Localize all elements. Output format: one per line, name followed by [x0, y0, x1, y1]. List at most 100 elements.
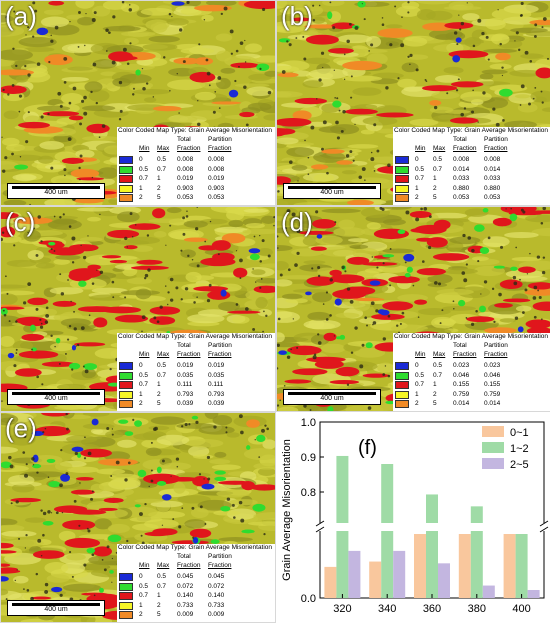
legend-cell-max: 5 [157, 400, 161, 407]
panel-label: (b) [281, 1, 313, 31]
bar-0~1-360 [414, 534, 426, 598]
scale-bar-label: 400 um [320, 395, 344, 402]
legend-cell-min: 0.5 [139, 582, 149, 590]
legend-cell-min: 2 [415, 194, 419, 201]
legend-swatch [395, 400, 409, 408]
legend-row: 0 0.5 0.045 0.045 [117, 573, 275, 582]
legend-cell-max: 0.7 [433, 371, 443, 379]
legend-swatch [395, 390, 409, 399]
scale-bar: 400 um [283, 183, 381, 199]
bar-2~5-400 [527, 590, 540, 598]
legend-header: Max [157, 562, 170, 569]
legend-header: Partition [484, 342, 508, 349]
legend-cell-max: 2 [157, 184, 161, 192]
legend-row: 0.7 1 0.033 0.033 [393, 175, 550, 184]
legend-cell-min: 1 [415, 390, 419, 398]
panel-label: (d) [281, 207, 313, 237]
legend-header: Fraction [177, 562, 201, 569]
legend-cell-partition: 0.759 [484, 390, 501, 398]
y-tick-label: 0.9 [301, 452, 316, 464]
legend-title: Color Coded Map Type: Grain Average Miso… [118, 544, 273, 551]
legend-cell-max: 0.5 [157, 362, 167, 369]
legend-cell-total: 0.045 [177, 573, 194, 580]
legend-cell-max: 1 [433, 175, 437, 182]
legend-swatch [395, 184, 409, 193]
color-legend-table: Color Coded Map Type: Grain Average Miso… [117, 127, 275, 205]
x-tick-label: 360 [423, 603, 441, 615]
legend-header: Fraction [177, 145, 201, 152]
legend-label: 2~5 [510, 459, 529, 471]
legend-cell-max: 0.5 [433, 362, 443, 369]
legend-label: 1~2 [510, 443, 529, 455]
legend-swatch [482, 442, 504, 453]
legend-row: 1 2 0.793 0.793 [117, 390, 275, 400]
legend-header: Total [453, 342, 467, 349]
legend-swatch [395, 381, 409, 389]
legend-cell-min: 0 [139, 156, 143, 163]
legend-cell-partition: 0.019 [208, 362, 225, 369]
legend-cell-total: 0.155 [453, 381, 470, 388]
legend-row: 0.7 1 0.155 0.155 [393, 381, 550, 390]
legend-header: Total [177, 342, 191, 349]
legend-header: Fraction [484, 351, 508, 358]
legend-cell-partition: 0.053 [208, 194, 225, 201]
legend-cell-partition: 0.053 [484, 194, 501, 201]
legend-cell-max: 5 [433, 400, 437, 407]
legend-cell-partition: 0.140 [208, 592, 225, 599]
legend-title: Color Coded Map Type: Grain Average Miso… [118, 127, 273, 134]
legend-title: Color Coded Map Type: Grain Average Miso… [394, 127, 549, 134]
x-tick-label: 380 [468, 603, 486, 615]
color-legend-table: Color Coded Map Type: Grain Average Miso… [393, 127, 550, 205]
legend-header: Total [453, 136, 467, 143]
legend-row: 0.5 0.7 0.008 0.008 [117, 165, 275, 175]
legend-cell-max: 2 [433, 184, 437, 192]
legend-cell-partition: 0.014 [484, 400, 501, 407]
legend-cell-partition: 0.072 [208, 582, 225, 590]
legend-swatch [395, 362, 409, 370]
legend-row: 1 2 0.903 0.903 [117, 184, 275, 194]
legend-swatch [395, 371, 409, 380]
legend-header: Fraction [453, 145, 477, 152]
map-panel-e: (e) 400 um Color Coded Map Type: Grain Ave… [0, 412, 276, 623]
legend-header: Max [433, 145, 446, 152]
legend-cell-total: 0.880 [453, 184, 470, 192]
x-tick-label: 340 [378, 603, 396, 615]
legend-header: Fraction [177, 351, 201, 358]
legend-cell-min: 0 [139, 573, 143, 580]
legend-swatch [119, 194, 133, 202]
legend-cell-partition: 0.009 [208, 611, 225, 618]
legend-cell-total: 0.111 [177, 381, 193, 388]
y-tick-label: 0.0 [301, 593, 316, 605]
scale-bar: 400 um [7, 389, 105, 405]
legend-cell-total: 0.072 [177, 582, 194, 590]
legend-cell-max: 1 [157, 175, 161, 182]
legend-swatch [119, 592, 133, 600]
legend-row: 1 2 0.733 0.733 [117, 601, 275, 611]
legend-cell-partition: 0.019 [208, 175, 225, 182]
legend-row: 0.7 1 0.140 0.140 [117, 592, 275, 601]
bar-2~5-360 [438, 563, 450, 598]
bar-0~1-320 [324, 566, 337, 598]
legend-cell-partition: 0.880 [484, 184, 501, 192]
legend-label: 0~1 [510, 427, 529, 439]
grain-misorientation-chart: 320 340 360 380 400 0.0 0.8 0.9 1.0 Grain Average… [276, 412, 550, 621]
legend-header: Partition [208, 553, 232, 560]
legend-row: 0 0.5 0.023 0.023 [393, 362, 550, 371]
legend-header: Min [139, 145, 150, 152]
panel-label-f: (f) [358, 437, 377, 459]
legend-header: Partition [208, 342, 232, 349]
legend-swatch [395, 175, 409, 183]
bar-2~5-320 [348, 550, 361, 598]
legend-cell-max: 1 [157, 592, 161, 599]
legend-cell-partition: 0.008 [208, 165, 225, 173]
legend-cell-total: 0.008 [453, 156, 470, 163]
bar-0~1-400 [503, 534, 516, 598]
legend-cell-max: 1 [433, 381, 437, 388]
legend-cell-total: 0.014 [453, 400, 470, 407]
legend-cell-partition: 0.903 [208, 184, 225, 192]
legend-cell-max: 0.5 [433, 156, 443, 163]
legend-cell-total: 0.014 [453, 165, 470, 173]
legend-cell-min: 0 [139, 362, 143, 369]
x-tick-label: 400 [512, 603, 530, 615]
legend-cell-total: 0.039 [177, 400, 194, 407]
